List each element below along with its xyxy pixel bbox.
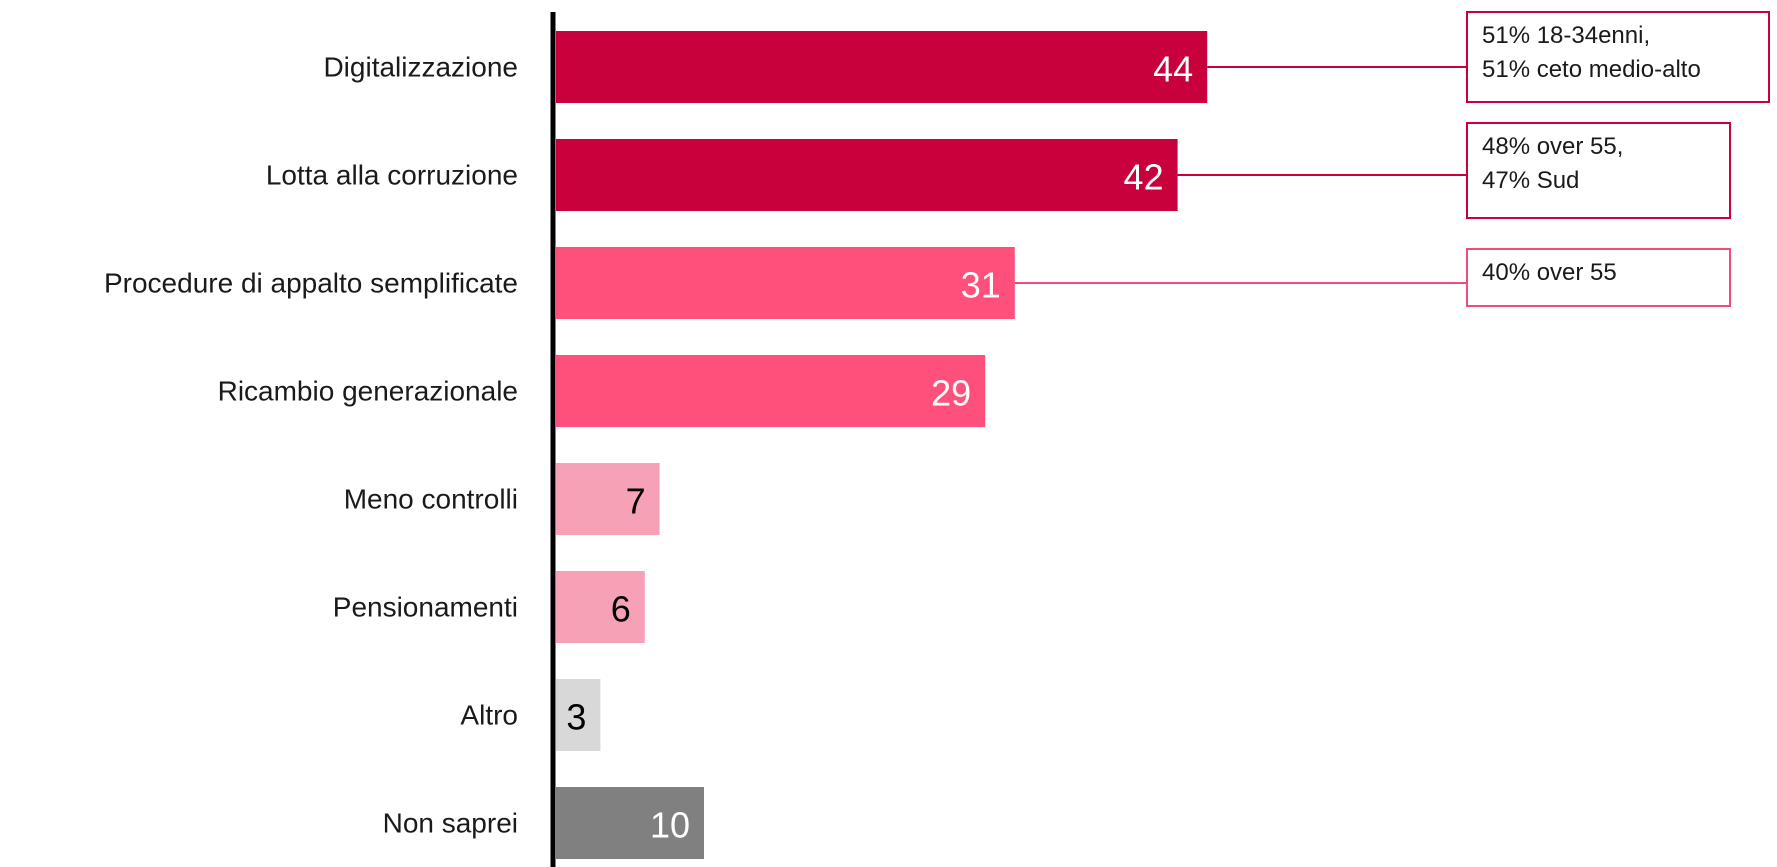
value-label-digitalizzazione: 44 xyxy=(1153,49,1193,90)
bar-lotta-alla-corruzione xyxy=(556,139,1178,211)
category-label-procedure-di-appalto-semplificate: Procedure di appalto semplificate xyxy=(104,268,518,299)
value-label-procedure-di-appalto-semplificate: 31 xyxy=(961,265,1001,306)
value-label-pensionamenti: 6 xyxy=(611,589,631,630)
category-label-ricambio-generazionale: Ricambio generazionale xyxy=(218,376,518,407)
category-label-lotta-alla-corruzione: Lotta alla corruzione xyxy=(266,160,518,191)
category-label-altro: Altro xyxy=(460,700,518,731)
category-label-pensionamenti: Pensionamenti xyxy=(333,592,518,623)
category-label-digitalizzazione: Digitalizzazione xyxy=(323,52,518,83)
category-label-meno-controlli: Meno controlli xyxy=(344,484,518,515)
bar-altro xyxy=(556,679,601,751)
callout-line: 47% Sud xyxy=(1482,167,1580,194)
value-label-ricambio-generazionale: 29 xyxy=(931,373,971,414)
callout-line: 48% over 55, xyxy=(1482,133,1624,160)
bars xyxy=(556,31,1208,859)
bar-pensionamenti xyxy=(556,571,645,643)
bar-ricambio-generazionale xyxy=(556,355,986,427)
value-label-lotta-alla-corruzione: 42 xyxy=(1124,157,1164,198)
bar-non-saprei xyxy=(556,787,704,859)
value-label-non-saprei: 10 xyxy=(650,805,690,846)
callout-line: 40% over 55 xyxy=(1482,259,1617,286)
callout-box-digitalizzazione: 51% 18-34enni, 51% ceto medio-alto xyxy=(1466,11,1770,103)
value-labels: 44 42 31 29 7 6 3 10 xyxy=(566,49,1193,846)
bar-procedure-di-appalto-semplificate xyxy=(556,247,1015,319)
callout-line: 51% 18-34enni, xyxy=(1482,22,1651,49)
callout-connectors xyxy=(1014,66,1466,284)
callout-box-lotta-alla-corruzione: 48% over 55, 47% Sud xyxy=(1466,122,1731,219)
category-labels: Digitalizzazione Lotta alla corruzione Pro… xyxy=(104,52,518,839)
callout-box-procedure-appalto: 40% over 55 xyxy=(1466,248,1731,307)
value-label-meno-controlli: 7 xyxy=(626,481,646,522)
callout-line: 51% ceto medio-alto xyxy=(1482,56,1701,83)
category-label-non-saprei: Non saprei xyxy=(383,808,518,839)
bar-meno-controlli xyxy=(556,463,660,535)
bar-digitalizzazione xyxy=(556,31,1208,103)
value-label-altro: 3 xyxy=(566,697,586,738)
